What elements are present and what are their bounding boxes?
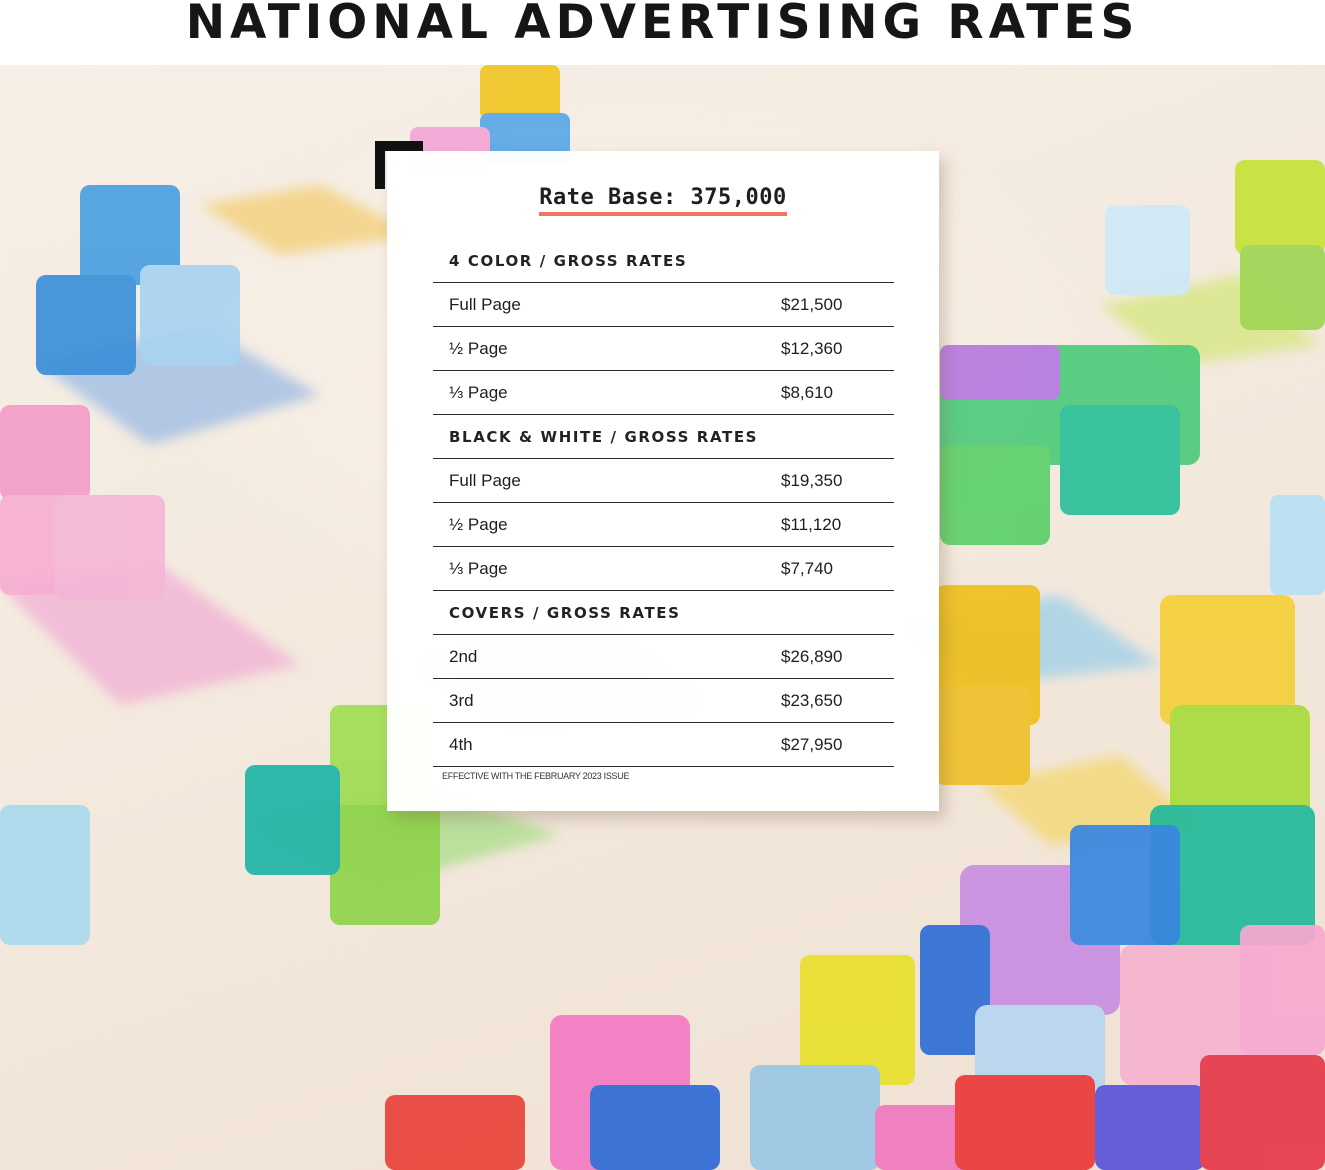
effective-date-note: EFFECTIVE WITH THE FEBRUARY 2023 ISSUE	[442, 771, 630, 781]
rate-label: ½ Page	[433, 502, 781, 547]
rate-row: Full Page $21,500	[433, 282, 894, 327]
section-header-row: COVERS / GROSS RATES	[433, 590, 894, 635]
rate-base-text: Rate Base: 375,000	[539, 185, 787, 216]
rate-label: ½ Page	[433, 326, 781, 371]
rate-label: 3rd	[433, 678, 781, 723]
section-heading: COVERS / GROSS RATES	[433, 590, 894, 635]
rate-row: ⅓ Page $7,740	[433, 546, 894, 591]
rate-label: ⅓ Page	[433, 546, 781, 591]
rate-label: Full Page	[433, 282, 781, 327]
cube-photo-illustration	[0, 65, 1325, 1170]
rate-price: $12,360	[781, 326, 894, 371]
rate-row: Full Page $19,350	[433, 458, 894, 503]
rate-row: 3rd $23,650	[433, 678, 894, 723]
rate-row: ½ Page $11,120	[433, 502, 894, 547]
rate-price: $11,120	[781, 502, 894, 547]
corner-bracket-icon	[375, 141, 423, 189]
section-heading: BLACK & WHITE / GROSS RATES	[433, 414, 894, 459]
rate-label: ⅓ Page	[433, 370, 781, 415]
section-header-row: 4 COLOR / GROSS RATES	[433, 239, 894, 283]
rate-row: ⅓ Page $8,610	[433, 370, 894, 415]
rate-price: $27,950	[781, 722, 894, 767]
rate-price: $26,890	[781, 634, 894, 679]
rate-label: Full Page	[433, 458, 781, 503]
section-heading: 4 COLOR / GROSS RATES	[433, 239, 894, 283]
rate-row: 2nd $26,890	[433, 634, 894, 679]
rate-price: $7,740	[781, 546, 894, 591]
page-title: NATIONAL ADVERTISING RATES	[185, 0, 1140, 50]
rate-price: $8,610	[781, 370, 894, 415]
rate-label: 2nd	[433, 634, 781, 679]
rates-table: 4 COLOR / GROSS RATES Full Page $21,500 …	[433, 239, 894, 767]
section-header-row: BLACK & WHITE / GROSS RATES	[433, 414, 894, 459]
rate-price: $19,350	[781, 458, 894, 503]
rate-price: $23,650	[781, 678, 894, 723]
rates-card: Rate Base: 375,000 4 COLOR / GROSS RATES…	[387, 151, 939, 811]
rate-row: ½ Page $12,360	[433, 326, 894, 371]
rate-base-heading: Rate Base: 375,000	[387, 185, 939, 216]
page-header: NATIONAL ADVERTISING RATES	[0, 0, 1325, 65]
rate-row: 4th $27,950	[433, 722, 894, 767]
rate-label: 4th	[433, 722, 781, 767]
rate-price: $21,500	[781, 282, 894, 327]
